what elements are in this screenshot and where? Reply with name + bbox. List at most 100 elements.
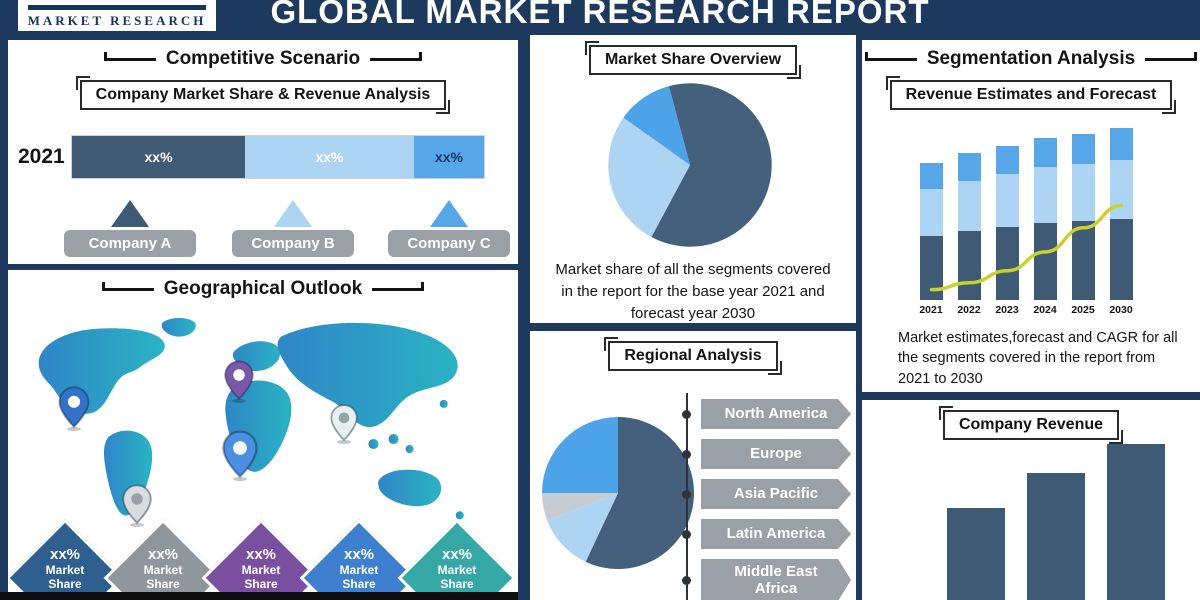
legend-dot-icon xyxy=(682,529,691,539)
market-share-overview-title: Market Share Overview xyxy=(584,41,802,79)
south-america-pin xyxy=(122,484,152,524)
europe-pin xyxy=(224,360,254,400)
pie-slice-latin-america xyxy=(542,493,618,521)
regional-analysis-panel: Regional Analysis North America Europe A… xyxy=(530,331,856,600)
legend-label: Asia Pacific xyxy=(733,485,819,503)
legend-ribbon: Middle East Africa xyxy=(701,559,851,600)
company-share-subtitle: Company Market Share & Revenue Analysis xyxy=(75,76,450,114)
pie-slice-segment-a xyxy=(651,83,772,247)
company-c-label: Company C xyxy=(388,230,510,257)
pie-slice-segment-b xyxy=(608,117,690,237)
year-tick-2025: 2025 xyxy=(1071,304,1095,316)
company-c-pointer-icon xyxy=(430,200,468,227)
share-segment-2: xx% xyxy=(245,136,414,178)
diamond-2-percent: xx% xyxy=(147,546,179,563)
title-line-left xyxy=(864,51,917,61)
diamond-5-percent: xx% xyxy=(441,546,473,563)
year-tick-2022: 2022 xyxy=(957,304,981,316)
pie-slice-north-america xyxy=(585,417,694,569)
legend-item-north-america: North America xyxy=(682,399,851,429)
legend-item-middle-east-africa: Middle East Africa xyxy=(682,559,851,600)
africa-pin xyxy=(222,430,258,478)
bottom-strip xyxy=(0,592,518,600)
legend-item-asia-pacific: Asia Pacific xyxy=(682,479,851,509)
company-b-label: Company B xyxy=(232,230,354,257)
year-tick-2023: 2023 xyxy=(995,304,1019,316)
diamond-5-label: Market Share xyxy=(437,563,477,592)
diamond-2-text: xx% Market Share xyxy=(118,546,208,592)
diamond-5-text: xx% Market Share xyxy=(412,546,502,592)
diamond-3-label: Market Share xyxy=(241,563,281,592)
company-revenue-panel: Company Revenue xyxy=(862,400,1200,600)
forecast-bar-2024 xyxy=(1034,137,1057,300)
geographical-outlook-title: Geographical Outlook xyxy=(8,278,518,300)
legend-label: Europe xyxy=(750,445,802,463)
competitive-scenario-panel: Competitive Scenario Company Market Shar… xyxy=(8,40,518,264)
revenue-bar-3 xyxy=(1107,444,1165,600)
diamond-4-percent: xx% xyxy=(343,546,375,563)
year-label: 2021 xyxy=(18,145,65,168)
diamond-3-text: xx% Market Share xyxy=(216,546,306,592)
market-share-pie xyxy=(604,79,776,251)
world-map xyxy=(12,308,514,560)
title-line-left xyxy=(101,281,154,291)
diamond-1-text: xx% Market Share xyxy=(20,546,110,592)
title-line-left xyxy=(103,51,156,61)
segmentation-analysis-title: Segmentation Analysis xyxy=(862,48,1200,70)
logo-text: MARKET RESEARCH xyxy=(27,13,207,28)
cagr-trend-line xyxy=(929,203,1124,292)
diamond-1-percent: xx% xyxy=(49,546,81,563)
company-revenue-title: Company Revenue xyxy=(938,406,1124,444)
title-line-right xyxy=(1145,51,1198,61)
forecast-year-labels: 2021 2022 2023 2024 2025 2030 xyxy=(912,304,1140,316)
market-share-description: Market share of all the segments covered… xyxy=(555,261,831,322)
diamond-1-label: Market Share xyxy=(45,563,85,592)
legend-item-europe: Europe xyxy=(682,439,851,469)
share-segment-3: xx% xyxy=(413,136,484,178)
geographical-outlook-panel: Geographical Outlook xyxy=(8,270,518,592)
logo-rule xyxy=(28,5,206,10)
competitive-scenario-title: Competitive Scenario xyxy=(8,48,518,70)
forecast-bar-2030 xyxy=(1110,128,1133,300)
regional-legend: North America Europe Asia Pacific Latin … xyxy=(682,399,851,600)
company-a-label: Company A xyxy=(64,230,196,257)
diamond-2-label: Market Share xyxy=(143,563,183,592)
revenue-forecast-subtitle: Revenue Estimates and Forecast xyxy=(885,76,1177,114)
diamond-4-text: xx% Market Share xyxy=(314,546,404,592)
regional-pie xyxy=(538,413,698,573)
logo: MARKET RESEARCH xyxy=(18,0,216,31)
legend-label: Latin America xyxy=(726,525,826,543)
company-b-pointer-icon xyxy=(274,200,312,227)
pie-slice-segment-c xyxy=(623,86,690,165)
revenue-bar-2 xyxy=(1027,473,1085,600)
legend-dot-icon xyxy=(682,449,691,459)
east-asia-pin xyxy=(330,404,358,441)
segmentation-analysis-panel: Segmentation Analysis Revenue Estimates … xyxy=(862,40,1200,392)
title-line-right xyxy=(370,51,423,61)
north-america-pin xyxy=(58,386,90,428)
section-title-text: Geographical Outlook xyxy=(163,278,363,299)
legend-dot-icon xyxy=(682,575,691,585)
legend-label: Middle East Africa xyxy=(734,562,818,597)
diamond-3-percent: xx% xyxy=(245,546,277,563)
diamond-4-label: Market Share xyxy=(339,563,379,592)
year-tick-2024: 2024 xyxy=(1033,304,1057,316)
legend-ribbon: North America xyxy=(701,399,851,429)
market-share-overview-panel: Market Share Overview Market share of al… xyxy=(530,35,856,323)
forecast-bar-2021 xyxy=(920,163,943,300)
continents xyxy=(38,318,464,520)
regional-analysis-title: Regional Analysis xyxy=(604,337,782,375)
company-a-pointer-icon xyxy=(111,200,149,227)
pie-slice-europe xyxy=(547,493,618,562)
section-title-text: Competitive Scenario xyxy=(165,48,361,69)
legend-ribbon: Latin America xyxy=(701,519,851,549)
title-line-right xyxy=(372,281,425,291)
section-title-text: Segmentation Analysis xyxy=(926,48,1136,69)
revenue-bar-1 xyxy=(947,508,1005,600)
year-tick-2021: 2021 xyxy=(919,304,943,316)
legend-dot-icon xyxy=(682,489,691,499)
forecast-bar-2023 xyxy=(996,145,1019,300)
company-revenue-bars xyxy=(947,444,1165,600)
page-title: GLOBAL MARKET RESEARCH REPORT xyxy=(270,0,930,30)
